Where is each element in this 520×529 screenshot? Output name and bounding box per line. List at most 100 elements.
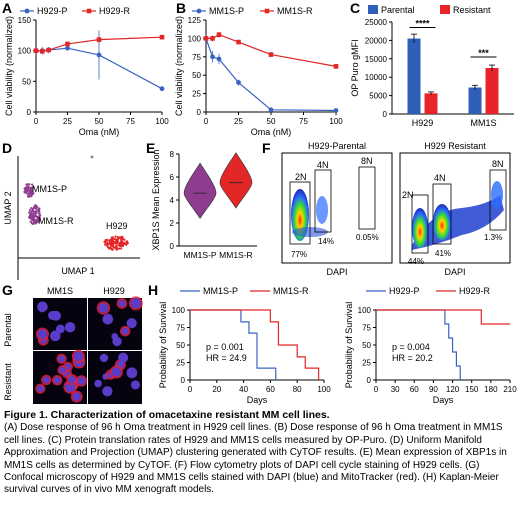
- umap-dot-mm1s-p: [23, 187, 26, 190]
- B-point: [236, 39, 241, 45]
- flow-resistant-2n-gate: [411, 194, 429, 254]
- umap-dot-mm1s-p: [26, 192, 29, 195]
- B-ytick-label: 0: [197, 108, 202, 117]
- c-legend-label: Parental: [381, 5, 415, 15]
- micro-col-mm1s: MM1S: [47, 286, 73, 296]
- H1-xtick-label: 60: [266, 385, 275, 394]
- c-bar-Parental-MM1S: [468, 87, 482, 114]
- H1-series-MM1S-R: [190, 309, 320, 380]
- micro-nucleus: [77, 377, 86, 385]
- H2-ytick-label: 0: [367, 376, 372, 385]
- flow-cytometry: H929-Parental 2N 4N 8N 77% 14% 0.05% DAP…: [281, 141, 511, 277]
- B-point: [203, 36, 209, 41]
- umap-dot-h929: [120, 238, 123, 241]
- umap-dot-mm1s-r: [38, 212, 41, 215]
- umap-dot-h929: [104, 241, 107, 244]
- flow-resistant-8n-gate: [489, 169, 507, 231]
- umap-dot-mm1s-r: [38, 217, 41, 220]
- H1-pvalue: p = 0.001: [206, 342, 244, 352]
- B-series-MM1S-R: [206, 34, 337, 67]
- H1-ytick-label: 75: [176, 324, 185, 333]
- flow-resistant-8n-label: 8N: [492, 159, 504, 169]
- umap-dot-h929: [116, 236, 119, 239]
- flow-parental-4n-gate: [314, 169, 332, 233]
- A-point: [96, 37, 102, 42]
- e-ytick-label: 4: [170, 196, 175, 205]
- A-ytick-label: 0: [27, 108, 32, 117]
- micro-nucleus: [99, 353, 109, 363]
- e-ytick-label: 6: [170, 173, 175, 182]
- B-legend-marker: [264, 8, 270, 14]
- umap-dot-h929: [115, 238, 118, 241]
- micro-nucleus: [51, 311, 59, 319]
- micro-nucleus: [53, 376, 61, 384]
- umap-dot-h929: [120, 247, 123, 250]
- umap-dot-h929: [107, 242, 110, 245]
- A-xtick-label: 25: [63, 117, 72, 126]
- umap-dot-h929: [105, 244, 109, 247]
- umap-dot-mm1s-r: [32, 218, 35, 222]
- c-bar-Resistant-MM1S: [485, 68, 499, 114]
- H2-xtick-label: 90: [429, 385, 438, 394]
- B-point: [268, 52, 274, 57]
- flow-parental-4n-cloud: [316, 196, 328, 224]
- umap-label-h929: H929: [106, 221, 128, 231]
- umap-dot-mm1s-p: [28, 186, 32, 189]
- flow-parental-title: H929-Parental: [308, 141, 366, 151]
- umap-dot-mm1s-r: [38, 210, 41, 213]
- A-ytick-label: 100: [18, 47, 32, 56]
- caption-body: (A) Dose response of 96 h Oma treatment …: [4, 422, 507, 496]
- A-point: [40, 48, 45, 54]
- B-xtick-label: 50: [267, 117, 276, 126]
- umap-label-mm1s-p: MM1S-P: [32, 184, 67, 194]
- c-legend-swatch: [368, 5, 378, 14]
- umap-xlabel: UMAP 1: [61, 266, 94, 276]
- micro-nucleus: [98, 303, 109, 313]
- umap-dot-h929: [116, 237, 120, 241]
- micro-nucleus: [102, 386, 113, 397]
- c-bar-Resistant-H929: [424, 93, 438, 114]
- umap-dot-mm1s-r: [31, 209, 34, 213]
- H2-ytick-label: 50: [362, 341, 371, 350]
- A-xtick-label: 0: [34, 117, 39, 126]
- B-xtick-label: 75: [299, 117, 308, 126]
- micro-nucleus: [49, 330, 61, 342]
- H1-xtick-label: 20: [212, 385, 221, 394]
- flow-resistant-xlabel: DAPI: [444, 267, 465, 277]
- c-ytick-label: 0: [383, 110, 388, 119]
- micro-nucleus: [126, 367, 138, 379]
- umap-dot-mm1s-p: [28, 189, 31, 192]
- micro-nucleus: [126, 318, 137, 329]
- B-point: [236, 80, 241, 85]
- umap-dot-mm1s-r: [35, 215, 39, 219]
- c-ytick-label: 25000: [365, 18, 388, 27]
- panel-letter-f: F: [262, 140, 271, 156]
- A-point: [65, 41, 70, 47]
- A-point: [159, 86, 165, 92]
- B-point: [333, 64, 339, 69]
- flow-parental-xlabel: DAPI: [326, 267, 347, 277]
- c-ytick-label: 10000: [365, 73, 388, 82]
- flow-resistant-4n-pct: 41%: [435, 249, 451, 258]
- microscopy-grid: MM1S H929 Parental Resistant: [3, 286, 143, 404]
- flow-resistant-2n-label: 2N: [402, 190, 414, 200]
- umap-dot-h929: [118, 241, 122, 244]
- panel-letter-e: E: [146, 140, 156, 156]
- B-ylabel: Cell viability (normalized): [174, 16, 184, 116]
- km-plot-mm1s: 0 25 50 75 100 0 20 40 60 80 100 Days Probability of…: [158, 286, 331, 405]
- umap-dot-h929: [117, 244, 121, 247]
- umap-dot-mm1s-p: [31, 193, 34, 196]
- B-point: [210, 54, 215, 60]
- flow-parental-2n-gate: [289, 181, 311, 245]
- umap-dot-mm1s-r: [38, 207, 41, 210]
- umap-dot-h929: [104, 239, 107, 242]
- H2-legend-label: H929-R: [459, 286, 491, 296]
- micro-nucleus: [42, 376, 50, 384]
- umap-dot-h929: [108, 240, 112, 243]
- H2-xlabel: Days: [433, 395, 454, 405]
- micro-nucleus: [104, 313, 113, 322]
- B-ytick-label: 25: [192, 90, 201, 99]
- micro-nucleus: [58, 355, 65, 363]
- H2-xtick-label: 60: [410, 385, 419, 394]
- umap-dot-mm1s-r: [37, 220, 40, 223]
